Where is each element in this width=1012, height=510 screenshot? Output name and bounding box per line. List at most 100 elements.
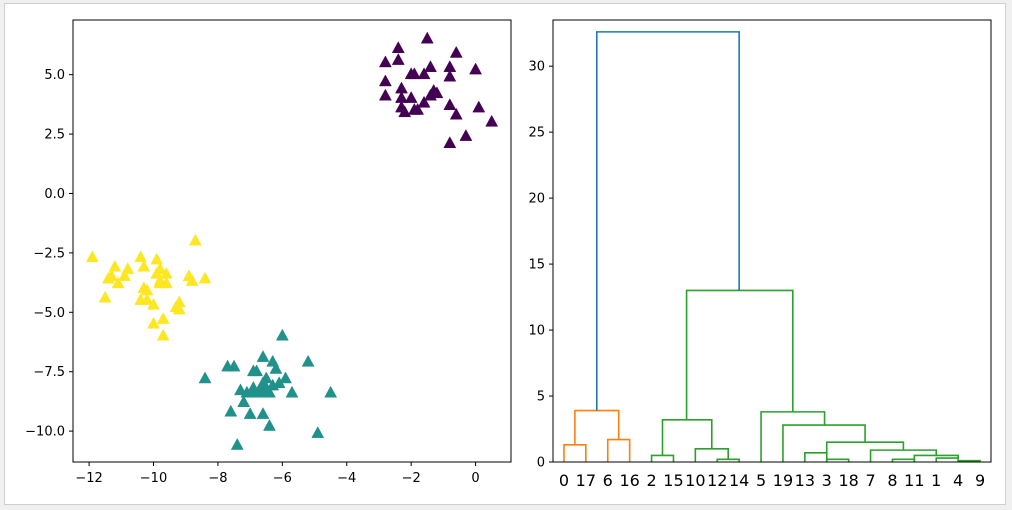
scatter-point	[134, 250, 148, 263]
y-tick-label: 0.0	[44, 187, 65, 202]
y-tick-label: −7.5	[33, 365, 65, 380]
leaf-label: 9	[975, 471, 985, 490]
y-tick-label: 25	[528, 126, 545, 141]
scatter-point	[185, 274, 199, 286]
leaf-label: 1	[931, 471, 941, 490]
leaf-label: 11	[904, 471, 924, 490]
scatter-point	[424, 88, 437, 101]
y-tick-label: 5	[537, 390, 545, 405]
scatter-point	[378, 88, 392, 101]
scatter-point	[150, 252, 164, 265]
scatter-point	[449, 45, 463, 58]
leaf-label: 12	[707, 471, 727, 490]
scatter-point	[301, 354, 315, 367]
scatter-point	[279, 371, 292, 384]
leaf-label: 0	[559, 471, 569, 490]
y-tick-label: 5.0	[44, 68, 65, 83]
scatter-point	[391, 53, 405, 65]
x-tick-label: −10	[140, 471, 167, 486]
leaf-label: 2	[646, 471, 656, 490]
scatter-point	[198, 371, 212, 384]
x-tick-label: −8	[208, 471, 227, 486]
x-tick-label: −6	[273, 471, 292, 486]
x-tick-label: −12	[75, 471, 102, 486]
leaf-label: 4	[953, 471, 963, 490]
x-tick-label: −2	[402, 471, 421, 486]
scatter-point	[420, 31, 434, 44]
scatter-point	[118, 269, 131, 282]
dendrogram-axes: 0 17 6 16 2 15 10 12 14 5 19 13 3 18 7 8 11 1 4 90510152025…	[528, 19, 992, 490]
scatter-point	[378, 74, 392, 87]
leaf-label: 15	[663, 471, 683, 490]
x-tick-label: 0	[471, 471, 479, 486]
leaf-label: 7	[865, 471, 875, 490]
scatter-point	[147, 297, 160, 310]
scatter-point	[391, 41, 405, 53]
dendrogram-plot-area	[553, 20, 991, 462]
scatter-point	[404, 91, 418, 103]
dendrogram-link	[957, 459, 981, 462]
scatter-series-2	[198, 328, 338, 450]
scatter-point	[417, 67, 431, 80]
y-tick-label: 30	[528, 60, 545, 75]
scatter-point	[147, 316, 160, 329]
scatter-point	[443, 98, 457, 110]
scatter-series-3	[85, 233, 212, 341]
leaf-label: 18	[838, 471, 858, 490]
scatter-point	[108, 259, 122, 272]
scatter-point	[102, 271, 115, 284]
scatter-point	[443, 69, 457, 82]
scatter-point	[285, 385, 299, 398]
dendrogram-axes-frame	[552, 19, 992, 463]
y-tick-label: −2.5	[33, 246, 65, 261]
dendrogram-link	[804, 451, 828, 462]
scatter-point	[156, 312, 170, 324]
scatter-point	[111, 276, 125, 289]
scatter-point	[324, 385, 338, 398]
y-tick-label: 10	[528, 324, 545, 339]
scatter-point	[443, 136, 457, 148]
scatter-point	[417, 95, 431, 108]
scatter-point	[269, 361, 283, 374]
scatter-point	[378, 55, 392, 68]
scatter-point	[230, 438, 244, 450]
scatter-point	[404, 67, 418, 80]
scatter-point	[188, 233, 202, 246]
scatter-point	[172, 302, 186, 315]
scatter-point	[243, 407, 257, 419]
scatter-axes-frame	[72, 19, 512, 463]
scatter-point	[398, 105, 412, 118]
scatter-point	[256, 407, 270, 419]
dendrogram-link	[825, 458, 850, 462]
scatter-point	[275, 328, 289, 341]
scatter-point	[246, 385, 260, 398]
leaf-label: 13	[795, 471, 815, 490]
scatter-point	[263, 385, 276, 398]
scatter-axes: −12 −10 −8 −6 −4 −2 0 −10.0 −7.5 −5.0 −2.5 0.0 2.5 5.…	[25, 19, 512, 486]
leaf-label: 10	[685, 471, 705, 490]
leaf-label: 3	[822, 471, 832, 490]
scatter-point	[85, 250, 99, 263]
scatter-point	[198, 271, 212, 284]
scatter-point	[153, 276, 167, 289]
x-tick-label: −4	[337, 471, 356, 486]
leaf-label: 5	[756, 471, 766, 490]
scatter-point	[250, 364, 263, 377]
y-tick-label: 0	[537, 456, 545, 471]
scatter-point	[237, 395, 251, 408]
scatter-point	[137, 259, 151, 272]
y-tick-label: −10.0	[25, 425, 65, 440]
leaf-label: 19	[773, 471, 793, 490]
y-tick-label: 15	[528, 258, 545, 273]
y-tick-label: 2.5	[44, 128, 65, 143]
leaf-label: 14	[729, 471, 749, 490]
leaf-label: 6	[603, 471, 613, 490]
scatter-point	[469, 62, 482, 75]
scatter-point	[98, 290, 112, 303]
scatter-series-1	[378, 31, 499, 148]
scatter-point	[411, 102, 425, 115]
scatter-point	[140, 293, 154, 305]
leaf-label: 8	[887, 471, 897, 490]
leaf-label: 16	[619, 471, 639, 490]
